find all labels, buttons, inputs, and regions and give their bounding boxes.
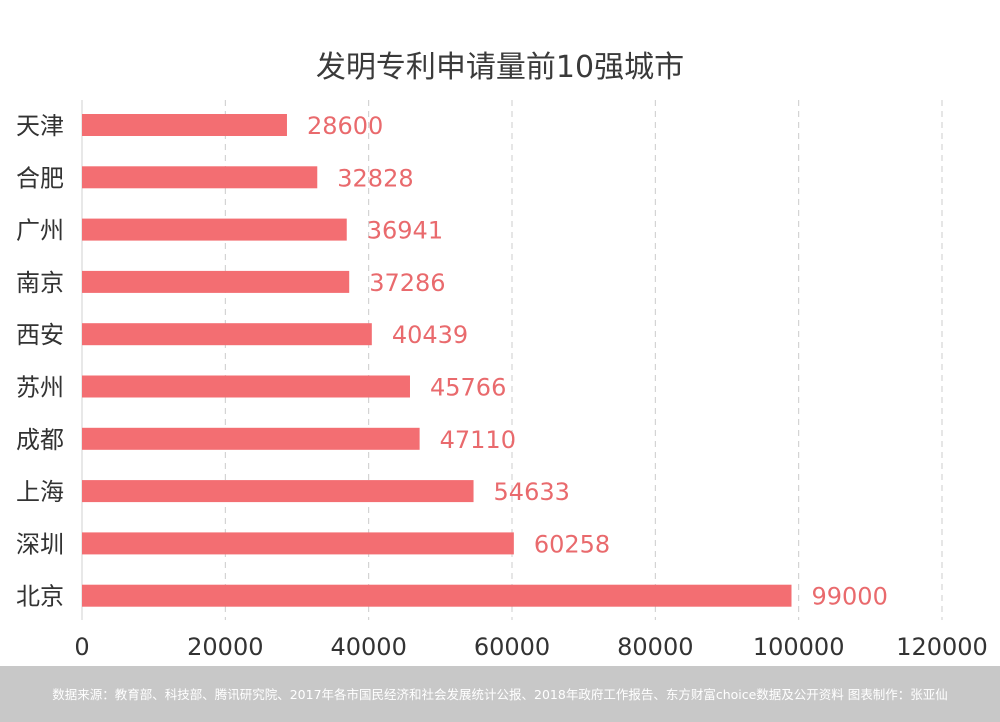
bar xyxy=(82,532,514,555)
bar xyxy=(82,114,287,136)
data-label: 45766 xyxy=(430,374,506,402)
category-label: 天津 xyxy=(16,112,64,140)
category-label: 深圳 xyxy=(16,530,64,558)
x-tick-label: 120000 xyxy=(896,633,988,661)
bar xyxy=(82,270,350,293)
data-label: 47110 xyxy=(440,426,516,454)
source-note: 数据来源：教育部、科技部、腾讯研究院、2017年各市国民经济和社会发展统计公报、… xyxy=(52,687,948,702)
category-label: 苏州 xyxy=(16,374,64,402)
x-tick-label: 80000 xyxy=(617,633,693,661)
bar xyxy=(82,584,792,607)
x-tick-label: 0 xyxy=(74,633,89,661)
data-label: 36941 xyxy=(367,217,443,245)
data-label: 99000 xyxy=(812,583,888,611)
category-label: 上海 xyxy=(16,478,64,506)
category-label: 北京 xyxy=(16,583,64,611)
data-label: 32828 xyxy=(337,164,413,192)
category-label: 广州 xyxy=(16,217,64,245)
data-label: 54633 xyxy=(494,478,570,506)
category-label: 合肥 xyxy=(16,164,64,192)
data-label: 28600 xyxy=(307,112,383,140)
x-tick-label: 20000 xyxy=(187,633,263,661)
bar xyxy=(82,323,372,346)
labels: 天津 28600 合肥 32828 广州 36941 南京 37286 西安 40439 苏州 457… xyxy=(16,112,888,611)
x-tick-label: 100000 xyxy=(753,633,845,661)
data-label: 40439 xyxy=(392,321,468,349)
data-label: 60258 xyxy=(534,530,610,558)
category-label: 西安 xyxy=(16,321,64,349)
bar-chart: 0 20000 40000 60000 80000 100000 120000 天津 2860… xyxy=(16,100,988,661)
bars xyxy=(82,114,792,607)
x-tick-label: 60000 xyxy=(474,633,550,661)
chart-title: 发明专利申请量前10强城市 xyxy=(315,50,685,85)
bar xyxy=(82,427,420,450)
bar xyxy=(82,166,318,189)
bar xyxy=(82,218,347,241)
x-tick-label: 40000 xyxy=(330,633,406,661)
data-label: 37286 xyxy=(369,269,445,297)
category-label: 成都 xyxy=(16,426,64,454)
footer-bar: 数据来源：教育部、科技部、腾讯研究院、2017年各市国民经济和社会发展统计公报、… xyxy=(0,666,1000,722)
category-label: 南京 xyxy=(16,269,64,297)
bar xyxy=(82,480,474,503)
axes: 0 20000 40000 60000 80000 100000 120000 xyxy=(74,100,988,661)
bar xyxy=(82,375,410,398)
